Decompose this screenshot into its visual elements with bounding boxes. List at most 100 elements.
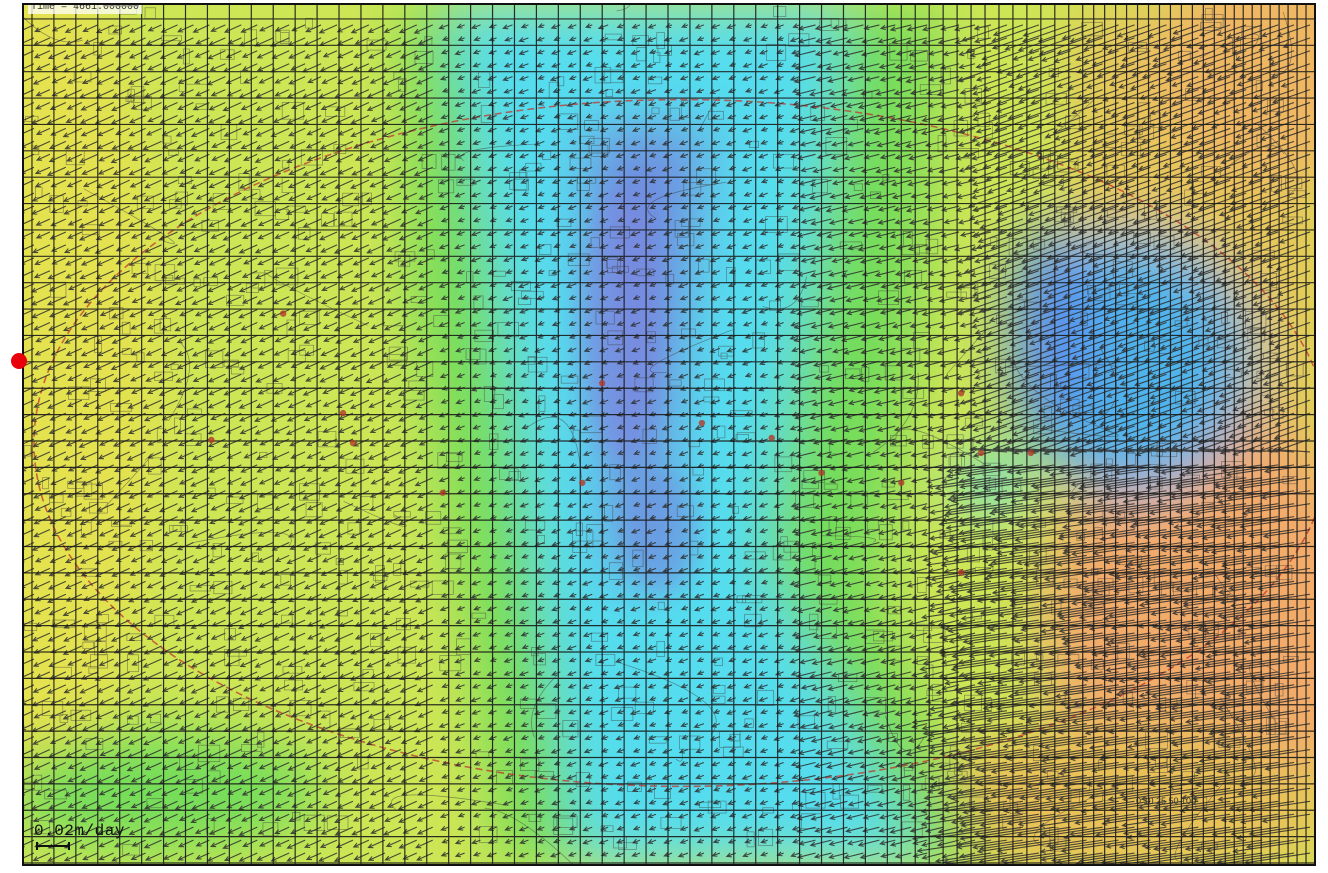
flow-vector (257, 257, 274, 266)
flow-vector (503, 256, 513, 262)
flow-vector (34, 554, 51, 563)
building-outline (96, 614, 109, 624)
flow-vector (648, 256, 657, 262)
flow-vector (336, 270, 354, 279)
flow-vector (615, 88, 625, 94)
flow-vector (273, 503, 290, 511)
flow-vector (111, 309, 130, 318)
flow-vector (222, 231, 242, 241)
flow-vector (551, 476, 561, 482)
flow-vector (616, 36, 625, 42)
flow-vector (287, 477, 306, 486)
building-outline (226, 496, 244, 505)
flow-vector (34, 179, 51, 188)
flow-vector (895, 50, 912, 56)
flow-vector (875, 102, 896, 109)
building-outline (656, 641, 665, 657)
flow-vector (880, 477, 896, 483)
flow-vector (472, 49, 481, 55)
flow-vector (238, 244, 258, 254)
flow-vector (815, 309, 832, 315)
flow-vector (504, 592, 513, 598)
flow-vector (759, 372, 768, 378)
flow-vector (568, 424, 577, 430)
flow-vector (633, 100, 641, 106)
flow-vector (1186, 76, 1215, 88)
flow-vector (614, 192, 625, 198)
flow-vector (502, 502, 513, 508)
flow-vector (367, 296, 386, 305)
flow-vector (287, 606, 306, 616)
flow-vector (339, 231, 354, 239)
building-outline (707, 800, 727, 814)
flow-vector (649, 372, 657, 378)
flow-vector (259, 24, 274, 32)
building-outline (609, 464, 621, 481)
flow-vector (439, 425, 449, 431)
flow-vector (46, 296, 67, 306)
flow-vector (695, 321, 705, 327)
flow-vector (789, 425, 800, 431)
flow-vector (1069, 334, 1103, 348)
building-outline (1043, 405, 1052, 419)
road-line (762, 276, 807, 310)
flow-vector (129, 179, 146, 188)
flow-vector (633, 281, 641, 287)
flow-vector (789, 37, 800, 43)
flow-vector (661, 257, 673, 263)
flow-vector (504, 126, 513, 132)
flow-vector (648, 49, 657, 55)
flow-vector (399, 179, 418, 189)
flow-vector (950, 490, 1023, 504)
flow-vector (415, 399, 433, 409)
flow-vector (418, 192, 433, 200)
flow-vector (366, 102, 386, 111)
flow-vector (456, 373, 465, 379)
flow-vector (146, 283, 162, 291)
flow-vector (789, 283, 800, 289)
flow-vector (536, 450, 545, 456)
flow-vector (520, 269, 529, 275)
flow-vector (726, 502, 736, 508)
flow-vector (129, 438, 146, 447)
flow-vector (417, 425, 433, 434)
flow-vector (857, 373, 880, 381)
flow-vector (760, 23, 768, 29)
flow-vector (439, 256, 449, 262)
flow-vector (210, 24, 226, 32)
flow-vector (321, 283, 338, 292)
flow-vector (826, 283, 848, 291)
flow-vector (927, 102, 944, 108)
flow-vector (48, 606, 67, 616)
flow-vector (630, 321, 641, 327)
flow-vector (1098, 114, 1135, 129)
flow-vector (129, 309, 146, 318)
flow-vector (1221, 446, 1263, 453)
flow-vector (504, 36, 513, 42)
building-outline (765, 216, 788, 233)
flow-vector (321, 205, 338, 214)
flow-vector (679, 49, 689, 55)
flow-vector (789, 127, 800, 133)
flow-vector (112, 283, 130, 292)
flow-vector (47, 580, 67, 590)
flow-vector (258, 477, 274, 485)
flow-vector (742, 424, 752, 430)
flow-vector (760, 139, 768, 145)
flow-vector (830, 153, 848, 160)
flow-vector (959, 231, 976, 237)
flow-vector (1098, 334, 1135, 349)
flow-vector (257, 114, 274, 123)
flow-vector (940, 231, 960, 238)
flow-vector (239, 606, 258, 616)
flow-vector (797, 37, 816, 44)
building-outline (465, 348, 481, 360)
flow-vector (681, 178, 689, 184)
building-outline (840, 794, 859, 809)
flow-vector (353, 606, 370, 615)
flow-vector (98, 438, 114, 446)
flow-vector (321, 114, 338, 123)
flow-vector (727, 204, 736, 210)
flow-vector (98, 37, 114, 45)
flow-vector (240, 373, 258, 383)
